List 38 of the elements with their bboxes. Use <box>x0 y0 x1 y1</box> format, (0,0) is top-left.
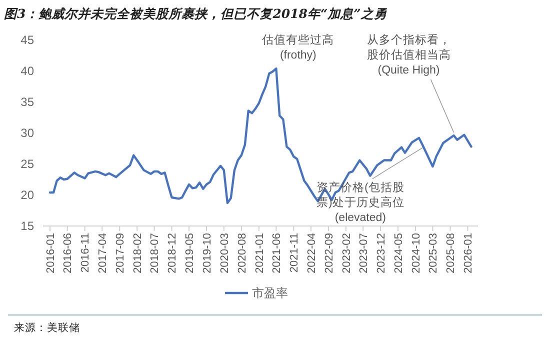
x-tick-label: 2020-08 <box>236 233 248 274</box>
y-tick-label: 30 <box>20 126 34 140</box>
y-tick-label: 15 <box>20 219 34 234</box>
x-tick-label: 2021-06 <box>271 233 284 274</box>
x-tick-label: 2025-03 <box>428 233 440 274</box>
x-tick-label: 2016-01 <box>44 233 57 274</box>
chart-title: 图3：鲍威尔并未完全被美股所裹挟，但已不复2018年“加息”之勇 <box>4 6 387 21</box>
x-tick-label: 2021-11 <box>288 233 301 273</box>
x-tick-label: 2019-05 <box>184 233 196 274</box>
legend-label: 市盈率 <box>252 286 288 300</box>
x-tick-label: 2018-12 <box>166 233 179 274</box>
x-tick-label: 2022-04 <box>306 233 318 274</box>
x-tick-label: 2021-01 <box>254 233 266 274</box>
x-tick-label: 2023-02 <box>340 233 353 274</box>
x-tick-label: 2016-11 <box>80 233 92 273</box>
x-tick-label: 2024-10 <box>410 233 422 274</box>
y-tick-label: 20 <box>20 188 34 202</box>
y-tick-label: 25 <box>20 157 34 172</box>
y-tick-label: 40 <box>20 64 34 78</box>
x-tick-label: 2026-01 <box>462 233 475 274</box>
x-tick-label: 2024-05 <box>392 233 405 274</box>
x-tick-label: 2023-12 <box>375 233 388 274</box>
y-tick-label: 45 <box>20 33 34 48</box>
x-tick-label: 2017-04 <box>96 233 109 274</box>
y-tick-label: 35 <box>20 95 34 110</box>
x-tick-label: 2025-08 <box>445 233 458 274</box>
annotation: 资产价格(包括股票)处于历史高位(elevated) <box>316 180 404 224</box>
x-tick-label: 2020-03 <box>218 233 231 274</box>
x-tick-label: 2023-07 <box>358 233 370 274</box>
x-tick-label: 2018-02 <box>132 233 144 274</box>
annotation: 估值有些过高(frothy) <box>261 32 334 62</box>
x-tick-label: 2022-09 <box>323 233 336 274</box>
annotation: 从多个指标看，股价估值相当高(Quite High) <box>366 33 451 76</box>
source-note: 来源：美联储 <box>14 321 80 334</box>
x-tick-label: 2019-10 <box>201 233 214 274</box>
x-tick-label: 2016-06 <box>62 233 74 274</box>
x-tick-label: 2017-09 <box>114 233 126 274</box>
x-tick-label: 2018-07 <box>149 233 162 274</box>
